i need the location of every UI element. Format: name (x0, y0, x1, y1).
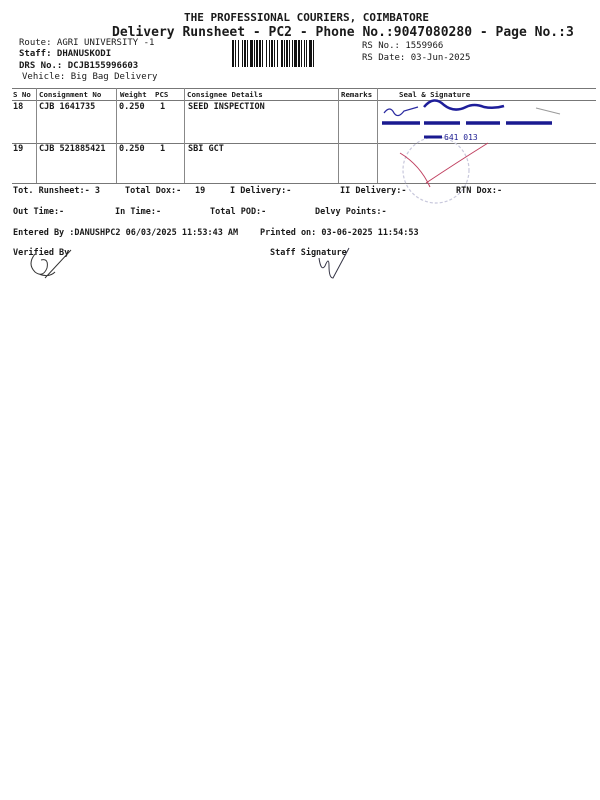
row-pcs: 1 (160, 102, 166, 112)
company-title: THE PROFESSIONAL COURIERS, COIMBATORE (184, 11, 430, 24)
svg-text:641 013: 641 013 (444, 133, 478, 142)
verifier-signature (30, 249, 72, 279)
col-remarks: Remarks (341, 90, 373, 99)
vehicle: Vehicle: Big Bag Delivery (22, 72, 158, 82)
staff-signature: Staff Signature (270, 248, 347, 258)
col-sno: S No (13, 90, 31, 99)
tot-runsheet: Tot. Runsheet:- 3 (13, 186, 100, 196)
rtn-dox: RTN Dox:- (456, 186, 503, 196)
ii-delivery: II Delivery:- (340, 186, 407, 196)
entered-by: Entered By :DANUSHPC2 06/03/2025 11:53:4… (13, 228, 239, 238)
seal-stamp: 641 013 (382, 99, 561, 204)
col-seal: Seal & Signature (399, 90, 471, 99)
rs-number: RS No.: 1559966 (362, 41, 444, 51)
row-consignment: CJB 521885421 (39, 144, 106, 154)
col-weight: Weight (120, 90, 147, 99)
total-dox: Total Dox:- (125, 186, 182, 196)
col-consignment: Consignment No (39, 90, 102, 99)
row-pcs: 1 (160, 144, 166, 154)
verified-by: Verified By (13, 248, 70, 258)
i-delivery: I Delivery:- (230, 186, 292, 196)
row-weight: 0.250 (119, 102, 145, 112)
col-pcs: PCS (155, 90, 169, 99)
total-dox-value: 19 (195, 186, 206, 196)
rs-date: RS Date: 03-Jun-2025 (362, 53, 471, 63)
runsheet-subtitle: Delivery Runsheet - PC2 - Phone No.:9047… (112, 25, 574, 40)
delvy-points: Delvy Points:- (315, 207, 387, 217)
row-consignee: SBI GCT (188, 144, 224, 154)
out-time: Out Time:- (13, 207, 65, 217)
row-consignment: CJB 1641735 (39, 102, 96, 112)
staff: Staff: DHANUSKODI (19, 49, 112, 59)
row-consignee: SEED INSPECTION (188, 102, 265, 112)
printed-on: Printed on: 03-06-2025 11:54:53 (260, 228, 419, 238)
total-pod: Total POD:- (210, 207, 267, 217)
row-weight: 0.250 (119, 144, 145, 154)
in-time: In Time:- (115, 207, 162, 217)
drs-number: DRS No.: DCJB155996603 (19, 61, 139, 71)
row-sno: 18 (13, 102, 24, 112)
staff-signature-mark (318, 247, 350, 279)
col-consignee: Consignee Details (187, 90, 263, 99)
barcode (232, 40, 358, 67)
route: Route: AGRI UNIVERSITY -1 (19, 38, 155, 48)
row-sno: 19 (13, 144, 24, 154)
